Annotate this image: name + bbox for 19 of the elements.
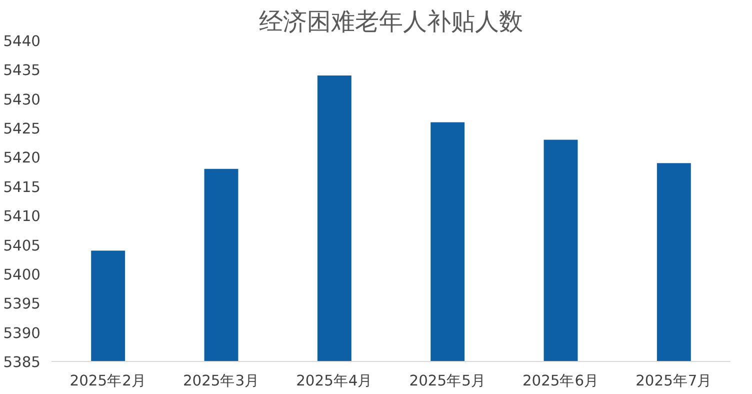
x-tick-label: 2025年7月 (636, 372, 712, 390)
x-tick-label: 2025年2月 (70, 372, 146, 390)
y-tick-label: 5430 (3, 91, 41, 108)
chart-title: 经济困难老年人补贴人数 (259, 8, 523, 36)
y-tick-label: 5425 (3, 120, 41, 138)
y-tick-label: 5420 (3, 150, 41, 167)
y-tick-label: 5415 (3, 178, 41, 196)
y-tick-label: 5435 (3, 62, 41, 80)
x-tick-label: 2025年6月 (522, 372, 600, 390)
y-tick-label: 5405 (3, 237, 41, 254)
x-tick-label: 2025年4月 (296, 372, 373, 390)
x-tick-label: 2025年5月 (409, 372, 486, 390)
x-tick-label: 2025年3月 (182, 372, 260, 390)
y-tick-label: 5390 (3, 324, 41, 342)
y-tick-label: 5385 (3, 354, 41, 371)
y-tick-label: 5395 (3, 296, 41, 313)
y-tick-label: 5410 (3, 208, 41, 226)
y-tick-label: 5400 (3, 266, 41, 284)
y-tick-label: 5440 (3, 33, 41, 50)
